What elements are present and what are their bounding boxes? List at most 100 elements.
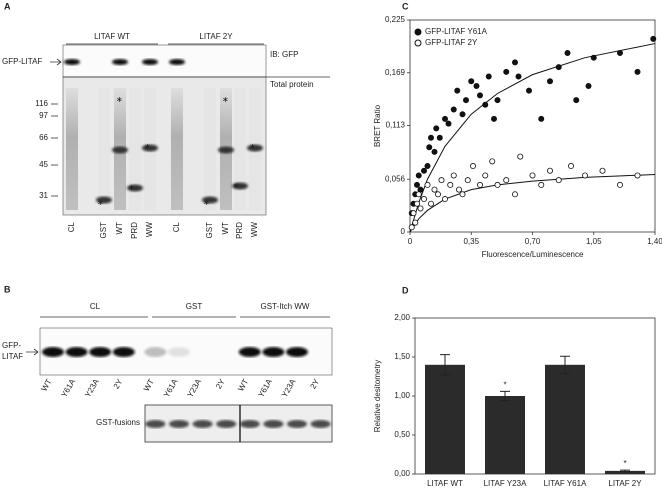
point (436, 134, 443, 141)
point (424, 181, 431, 188)
asterisk: ∗ (249, 142, 256, 151)
band (287, 420, 307, 428)
lane-label: 2Y (214, 377, 227, 391)
point (431, 186, 438, 193)
y-tick-label: 1,00 (394, 391, 410, 400)
point (413, 200, 420, 207)
point (489, 158, 496, 165)
band (238, 347, 261, 357)
point (512, 59, 519, 66)
point (512, 191, 519, 198)
y-tick-label: 0,056 (385, 174, 406, 183)
arrow (26, 348, 39, 356)
lane-label: WT (142, 377, 156, 392)
point (433, 125, 440, 132)
band (202, 196, 218, 204)
x-tick-label: LITAF Y23A (484, 479, 528, 488)
point (450, 172, 457, 179)
asterisk: ∗ (203, 198, 210, 207)
point (503, 68, 510, 75)
error-bar (500, 390, 510, 402)
fusion-label: GST-fusions (96, 418, 140, 427)
bar (485, 396, 525, 474)
fit-curve (409, 43, 656, 233)
band (89, 347, 112, 357)
point (415, 172, 422, 179)
lane-label: Y23A (280, 377, 298, 399)
point (408, 224, 415, 231)
group-label: LITAF 2Y (199, 32, 233, 41)
point (438, 177, 445, 184)
point (482, 172, 489, 179)
point (450, 106, 457, 113)
lane-label: WW (250, 222, 259, 238)
x-tick-label: 1,05 (586, 237, 602, 246)
blot-label: GFP-LITAF (2, 57, 42, 66)
lane-label: WW (145, 222, 154, 238)
point (468, 78, 475, 85)
band (142, 144, 158, 152)
band (218, 146, 234, 154)
lane-label: 2Y (308, 377, 321, 391)
point (634, 172, 641, 179)
band (239, 420, 260, 428)
asterisk: ∗ (144, 142, 151, 151)
point (585, 82, 592, 89)
band (286, 347, 308, 357)
lane-label: Y61A (60, 377, 78, 399)
lane-label: GST (205, 222, 214, 239)
x-tick-label: 1,40 (647, 237, 662, 246)
band (216, 420, 237, 428)
group-label: GST (186, 302, 203, 311)
point (415, 191, 422, 198)
blot-label: LITAF (2, 352, 23, 361)
lane-label: 2Y (112, 377, 125, 391)
blot-label: GFP- (2, 341, 21, 350)
lane-label: CL (172, 221, 181, 232)
point (473, 82, 480, 89)
point (454, 87, 461, 94)
marker-label: 66 (39, 133, 48, 142)
y-tick-label: 0,169 (385, 68, 406, 77)
point (503, 177, 510, 184)
point (426, 144, 433, 151)
band (96, 196, 112, 204)
lane-label: WT (115, 222, 124, 235)
group-label: CL (90, 302, 101, 311)
point (420, 196, 427, 203)
lane-label: PRD (130, 222, 139, 239)
lane-label: WT (236, 377, 250, 392)
band (112, 59, 128, 65)
x-tick-label: LITAF Y61A (544, 479, 588, 488)
lane-label: Y61A (162, 377, 180, 399)
point (427, 134, 434, 141)
point (476, 181, 483, 188)
antibody-label: IB: GFP (270, 50, 298, 59)
y-axis-title: BRET Ratio (373, 104, 382, 147)
bar (545, 364, 585, 474)
asterisk: ∗ (97, 198, 104, 207)
point (538, 115, 545, 122)
point (482, 101, 489, 108)
bar (425, 364, 465, 474)
point (459, 191, 466, 198)
group-label: LITAF WT (94, 32, 130, 41)
x-tick-label: 0,35 (463, 237, 479, 246)
point (634, 68, 641, 75)
lane-label: Y61A (256, 377, 274, 399)
band (65, 347, 88, 357)
lane-smear (98, 88, 110, 210)
point (417, 205, 424, 212)
y-tick-label: 0,225 (385, 15, 406, 24)
point (469, 163, 476, 170)
lane-smear (129, 88, 141, 210)
point (568, 163, 575, 170)
panel-label: A (4, 1, 11, 11)
band (262, 347, 285, 357)
lane-smear (171, 88, 183, 210)
point (490, 115, 497, 122)
legend-marker (414, 39, 422, 47)
point (431, 148, 438, 155)
bar (605, 470, 645, 474)
